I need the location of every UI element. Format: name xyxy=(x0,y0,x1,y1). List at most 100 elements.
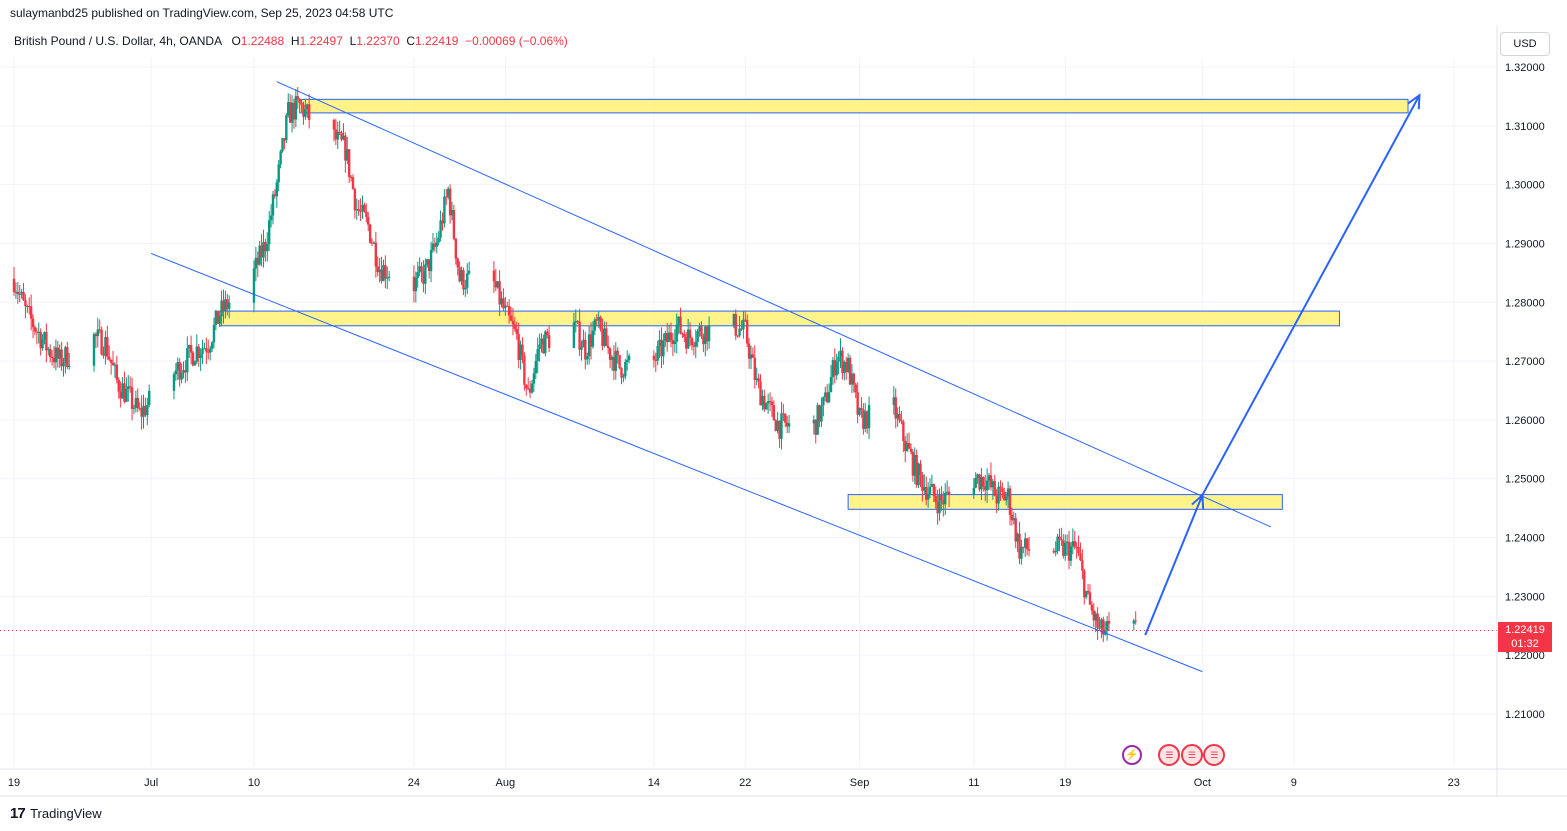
candle-body xyxy=(287,102,290,116)
trendlines xyxy=(150,81,1421,673)
candle-body xyxy=(334,129,338,140)
candle-body xyxy=(226,299,229,309)
close-value: 1.22419 xyxy=(415,34,459,48)
candle-body xyxy=(843,362,846,373)
candle-body xyxy=(688,329,692,339)
bar-countdown: 01:32 xyxy=(1511,637,1539,650)
candle-body xyxy=(458,267,461,282)
candle-body xyxy=(256,257,259,265)
candle-body xyxy=(1096,613,1099,628)
candle-body xyxy=(540,338,543,345)
candle-body xyxy=(976,474,979,479)
candle-body xyxy=(904,440,907,451)
candle-body xyxy=(926,493,930,500)
currency-button[interactable]: USD xyxy=(1500,32,1550,56)
candle-body xyxy=(31,318,35,328)
open-label: O xyxy=(231,34,241,48)
candle-body xyxy=(509,315,513,321)
candle-body xyxy=(586,356,589,360)
candle-body xyxy=(26,306,29,308)
candle-body xyxy=(306,104,309,110)
candle-body xyxy=(35,331,39,333)
candle-body xyxy=(580,347,583,350)
economic-events: ⚡ ☰ ☰ ☰ xyxy=(1122,744,1226,766)
us-flag-icon[interactable]: ☰ xyxy=(1180,744,1203,766)
candle-body xyxy=(174,370,178,375)
supply-demand-zone xyxy=(219,310,1340,327)
candle-body xyxy=(148,390,151,405)
us-flag-icon[interactable]: ☰ xyxy=(1158,744,1181,766)
candle-body xyxy=(294,96,298,120)
candle-body xyxy=(696,331,699,342)
candle-body xyxy=(987,475,991,481)
candle-body xyxy=(1088,592,1092,605)
y-tick-label: 1.24000 xyxy=(1505,533,1545,545)
candle-body xyxy=(753,357,757,380)
candle-body xyxy=(418,266,421,273)
candle-body xyxy=(496,281,499,288)
y-tick-label: 1.30000 xyxy=(1505,180,1545,192)
x-tick-label: Oct xyxy=(1194,777,1211,789)
candle-body xyxy=(652,355,656,360)
candle-body xyxy=(431,243,435,250)
tradingview-brand[interactable]: 17 TradingView xyxy=(10,805,102,822)
candle-body xyxy=(1094,613,1097,621)
candle-body xyxy=(656,345,659,361)
candle-body xyxy=(572,322,576,349)
candle-body xyxy=(913,455,916,476)
candle-body xyxy=(205,348,208,352)
candle-body xyxy=(660,339,663,357)
candle-body xyxy=(763,395,766,410)
candle-body xyxy=(707,325,711,342)
candle-body xyxy=(544,331,547,354)
candle-body xyxy=(521,344,524,356)
candle-body xyxy=(542,338,545,354)
candle-body xyxy=(765,403,768,410)
candle-body xyxy=(448,188,452,216)
candle-body xyxy=(260,245,263,258)
candle-body xyxy=(831,360,835,378)
candle-body xyxy=(1071,541,1075,547)
lightning-icon[interactable]: ⚡ xyxy=(1122,745,1142,765)
candle-body xyxy=(96,329,99,337)
zones xyxy=(219,98,1409,510)
candle-body xyxy=(296,96,299,100)
candle-body xyxy=(454,238,458,259)
candle-body xyxy=(39,331,42,349)
candle-body xyxy=(20,291,23,294)
candle-body xyxy=(538,344,541,350)
candle-body xyxy=(761,395,764,406)
candle-body xyxy=(911,451,915,476)
candle-body xyxy=(504,305,507,309)
candle-body xyxy=(1001,488,1004,493)
candle-body xyxy=(860,407,863,410)
candle-body xyxy=(1067,541,1071,561)
candle-body xyxy=(22,291,25,301)
candle-body xyxy=(412,276,416,292)
candle-body xyxy=(608,348,612,360)
publisher-line: sulaymanbd25 published on TradingView.co… xyxy=(10,6,394,20)
candle-body xyxy=(269,215,273,221)
candle-body xyxy=(822,396,825,406)
candle-body xyxy=(1134,620,1137,622)
candle-body xyxy=(195,346,199,362)
candle-body xyxy=(500,298,503,305)
candle-body xyxy=(917,463,920,486)
candle-body xyxy=(686,329,690,349)
us-flag-icon[interactable]: ☰ xyxy=(1203,744,1226,766)
tradingview-logo-icon: 17 xyxy=(10,805,26,822)
projection-arrow-head xyxy=(1407,93,1421,110)
candle-body xyxy=(820,405,823,422)
candle-body xyxy=(705,326,709,342)
candle-body xyxy=(523,355,526,385)
candle-body xyxy=(1098,627,1101,629)
candle-body xyxy=(993,481,996,496)
x-tick-label: 22 xyxy=(739,777,751,789)
candle-body xyxy=(685,337,688,349)
candle-body xyxy=(283,138,286,141)
x-tick-label: 19 xyxy=(8,777,20,789)
candle-body xyxy=(755,378,758,380)
candle-body xyxy=(747,343,751,359)
candle-body xyxy=(178,362,181,380)
